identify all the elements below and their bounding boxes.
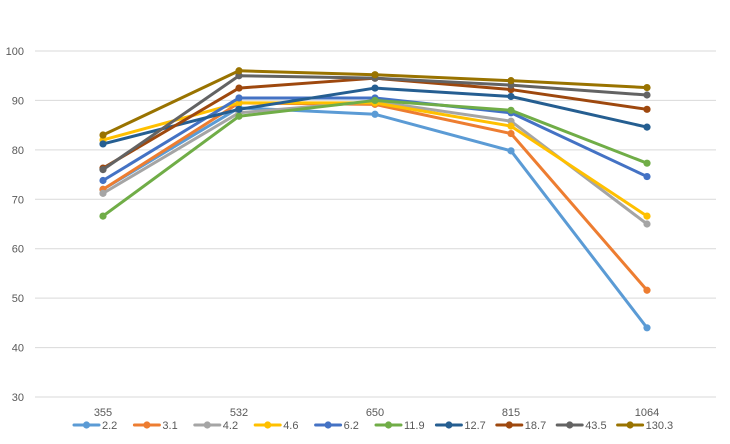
legend-item: 12.7 (434, 420, 486, 432)
series-12.7 (99, 84, 651, 148)
legend-dot-marker (505, 421, 513, 429)
legend-item: 18.7 (495, 420, 546, 432)
legend-dot-marker (626, 421, 634, 429)
legend-item: 4.2 (193, 420, 238, 432)
legend-label: 12.7 (464, 420, 485, 432)
y-tick-label: 40 (12, 343, 24, 355)
series-3.1 (99, 99, 651, 294)
legend-label: 43.5 (585, 420, 606, 432)
x-tick-label: 650 (366, 407, 384, 419)
data-point (99, 131, 107, 139)
data-point (371, 96, 379, 105)
legend-dot-marker (445, 421, 453, 429)
data-point (371, 71, 379, 79)
legend-label: 4.6 (283, 420, 298, 432)
legend-label: 2.2 (102, 420, 117, 432)
y-tick-label: 50 (12, 293, 24, 305)
x-tick-label: 1064 (635, 407, 659, 419)
x-tick-label: 355 (94, 407, 112, 419)
legend-dot-marker (384, 421, 393, 429)
data-point (507, 92, 515, 101)
data-point (643, 159, 651, 167)
legend-item: 130.3 (616, 420, 674, 432)
legend-label: 11.9 (404, 420, 425, 432)
legend-label: 4.2 (223, 420, 238, 432)
data-point (643, 324, 651, 332)
data-point (643, 172, 651, 181)
legend-item: 11.9 (374, 420, 425, 432)
legend-item: 43.5 (555, 420, 607, 432)
data-point (99, 140, 107, 148)
series-11.9 (99, 96, 651, 220)
legend-item: 2.2 (72, 420, 117, 432)
legend-dot-marker (566, 421, 574, 429)
x-tick-label: 815 (502, 407, 520, 419)
data-point (643, 123, 651, 131)
data-point (99, 189, 107, 197)
data-point (99, 166, 107, 174)
data-point (643, 91, 651, 99)
legend-dot-marker (82, 421, 91, 429)
data-point (235, 84, 243, 92)
legend-dot-marker (143, 421, 151, 429)
series-line (101, 106, 649, 330)
data-point (235, 67, 243, 75)
legend-label: 130.3 (646, 420, 674, 432)
legend-dot-marker (264, 421, 272, 429)
legend-item: 6.2 (314, 420, 359, 432)
data-point (99, 176, 107, 185)
data-point (371, 84, 379, 92)
data-point (643, 220, 651, 228)
y-tick-label: 30 (12, 392, 24, 404)
data-point (507, 106, 515, 114)
data-point (643, 212, 651, 220)
data-point (507, 122, 515, 130)
x-axis-tick-labels: 355 532 650 815 1064 (94, 407, 659, 419)
data-point (643, 286, 651, 294)
legend-item: 3.1 (132, 420, 178, 432)
legend-dot-marker (324, 421, 332, 429)
y-tick-label: 90 (12, 95, 24, 107)
legend-label: 6.2 (344, 420, 359, 432)
y-tick-label: 60 (12, 244, 24, 256)
data-point (235, 99, 243, 107)
legend: 2.2 3.1 4.2 4.6 6.2 11.9 12.7 18.7 43.5 130.3 (72, 420, 674, 432)
legend-label: 18.7 (525, 420, 546, 432)
data-point (507, 117, 515, 125)
data-point (507, 129, 515, 138)
legend-dot-marker (203, 421, 211, 429)
legend-item: 4.6 (253, 420, 298, 432)
y-axis-tick-labels: 30 40 50 60 70 80 90 100 (6, 46, 24, 404)
data-point (643, 83, 651, 92)
x-tick-label: 532 (230, 407, 248, 419)
data-point (235, 72, 243, 80)
y-tick-label: 70 (12, 194, 24, 206)
data-point (507, 147, 515, 155)
data-point (99, 212, 107, 220)
gridlines (35, 50, 716, 398)
data-point (507, 77, 515, 85)
series-lines (99, 67, 651, 332)
data-point (371, 110, 379, 118)
series-130.3 (99, 67, 651, 139)
y-tick-label: 100 (6, 46, 24, 58)
data-point (235, 105, 243, 113)
data-point (235, 94, 243, 102)
legend-label: 3.1 (162, 420, 177, 432)
data-point (643, 105, 651, 113)
data-point (235, 112, 243, 120)
y-tick-label: 80 (12, 145, 24, 157)
